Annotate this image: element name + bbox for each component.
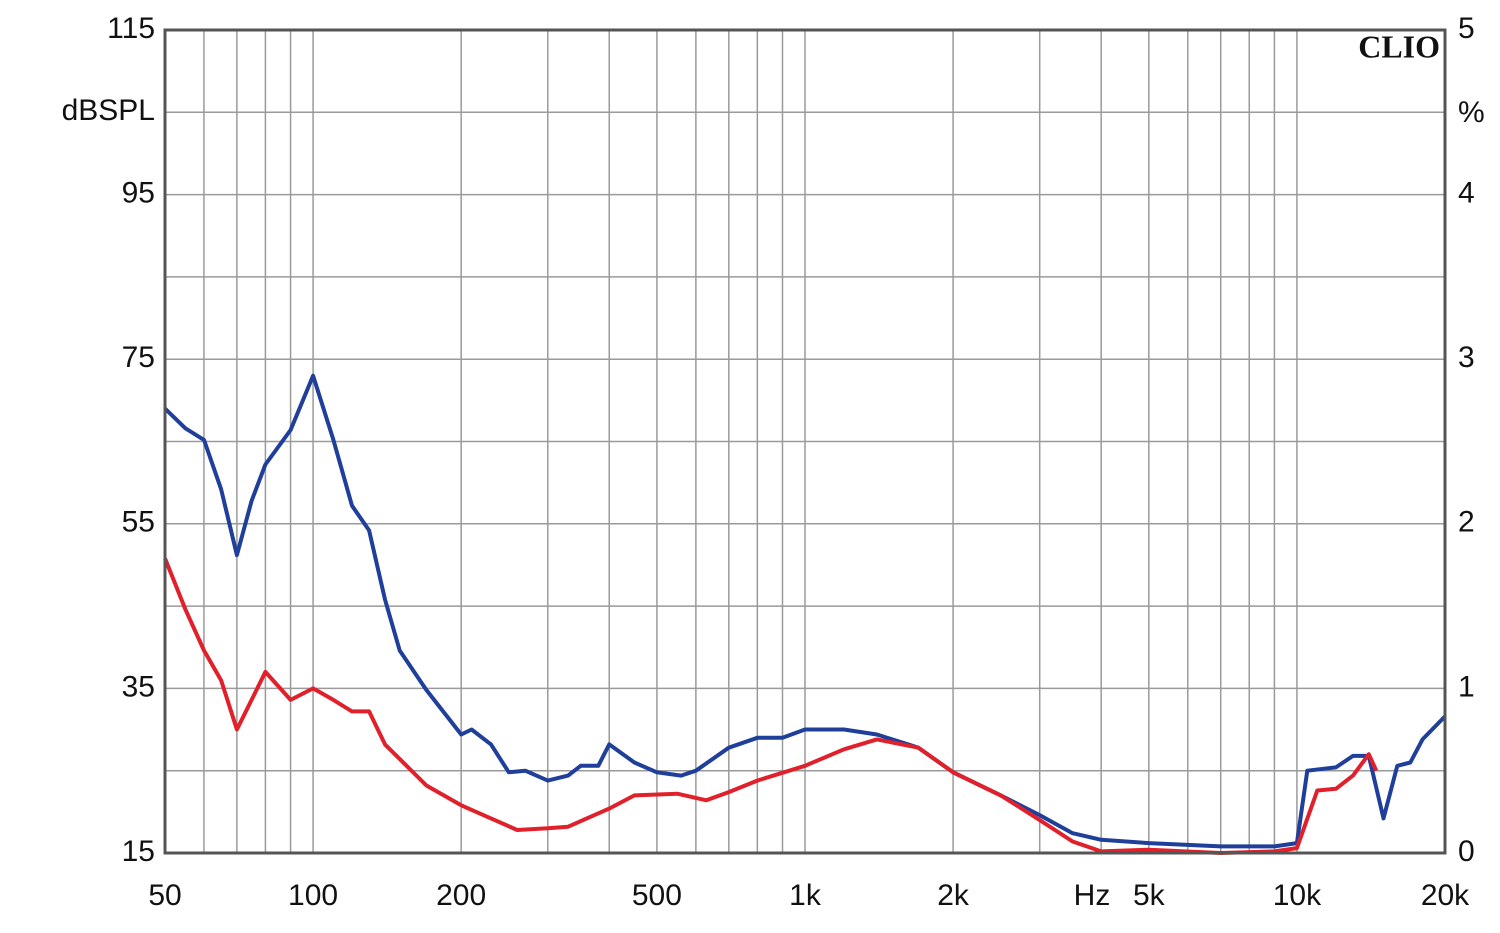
plot-frame [163, 28, 1447, 855]
y-axis-label: dBSPL [62, 94, 155, 127]
x-tick-label: 50 [148, 879, 181, 912]
y-tick-label: 35 [122, 670, 155, 703]
x-tick-label: 2k [937, 879, 970, 912]
y2-tick-label: 2 [1458, 506, 1475, 539]
series-line [163, 373, 1447, 849]
x-axis-label: Hz [1074, 879, 1111, 912]
y2-tick-label: 4 [1458, 177, 1475, 210]
x-tick-label: 20k [1421, 879, 1470, 912]
y2-tick-label: 3 [1458, 341, 1475, 374]
x-tick-label: 1k [789, 879, 822, 912]
y-tick-label: 75 [122, 341, 155, 374]
y-tick-label: 95 [122, 177, 155, 210]
x-tick-label: 500 [632, 879, 682, 912]
y2-tick-label: 0 [1458, 835, 1475, 868]
y2-tick-label: 5 [1458, 12, 1475, 45]
x-tick-label: 10k [1273, 879, 1322, 912]
y-tick-label: 15 [122, 835, 155, 868]
y2-tick-label: 1 [1458, 670, 1475, 703]
brand-annotation: CLIO [1358, 28, 1440, 64]
y2-axis-label: % [1458, 96, 1485, 129]
x-tick-label: 200 [436, 879, 486, 912]
x-tick-label: 100 [288, 879, 338, 912]
y-tick-label: 55 [122, 506, 155, 539]
x-tick-label: 5k [1133, 879, 1166, 912]
series-line [163, 557, 1379, 855]
y-tick-label: 115 [107, 12, 155, 45]
